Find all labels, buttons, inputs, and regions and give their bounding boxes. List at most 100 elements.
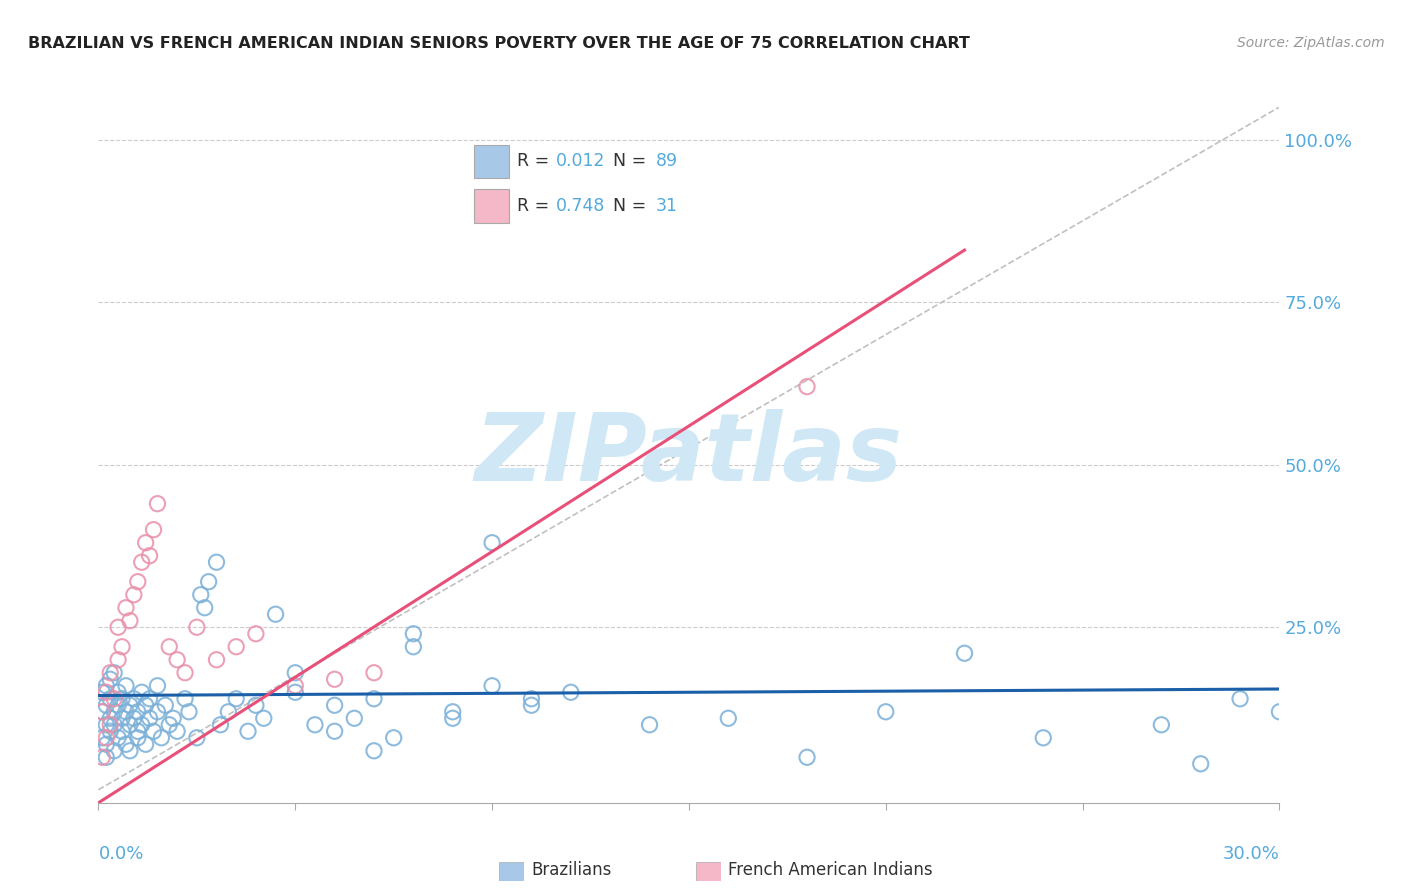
Text: Brazilians: Brazilians [531,861,612,879]
Point [107,653,129,667]
Point [138,691,160,706]
Point [127,724,149,739]
Point [953,646,976,660]
Point [146,705,169,719]
Point [127,574,149,589]
Point [115,600,138,615]
Point [343,711,366,725]
Point [115,737,138,751]
Text: Source: ZipAtlas.com: Source: ZipAtlas.com [1237,36,1385,50]
Point [138,711,160,725]
Text: ZIPatlas: ZIPatlas [475,409,903,501]
Point [103,705,125,719]
Point [796,379,818,393]
Point [481,679,503,693]
Point [1229,691,1251,706]
Point [98,724,121,739]
Point [157,718,180,732]
Text: 0.0%: 0.0% [98,845,143,863]
Point [304,718,326,732]
Point [135,737,157,751]
Point [162,711,184,725]
Point [98,665,121,680]
Point [157,640,180,654]
Point [115,705,138,719]
Point [323,672,346,686]
Point [717,711,740,725]
Point [118,744,141,758]
Point [284,679,307,693]
Point [96,679,118,693]
Point [245,626,267,640]
Point [96,737,118,751]
Point [174,665,197,680]
Point [194,600,217,615]
Text: R =: R = [516,153,554,170]
Point [131,718,153,732]
Point [98,691,121,706]
Point [284,665,307,680]
Point [131,685,153,699]
Point [190,588,212,602]
Point [253,711,276,725]
Text: BRAZILIAN VS FRENCH AMERICAN INDIAN SENIORS POVERTY OVER THE AGE OF 75 CORRELATI: BRAZILIAN VS FRENCH AMERICAN INDIAN SENI… [28,36,970,51]
Point [135,535,157,549]
Point [111,711,134,725]
Point [166,724,188,739]
Text: N =: N = [613,197,647,215]
Point [363,744,385,758]
Point [205,555,228,569]
Point [875,705,897,719]
Point [441,711,464,725]
Point [135,698,157,713]
Point [363,691,385,706]
Text: 89: 89 [655,153,678,170]
Point [103,665,125,680]
Point [520,698,543,713]
Point [91,705,114,719]
Bar [474,189,509,222]
Point [96,685,118,699]
Point [560,685,582,699]
Point [225,691,247,706]
Point [174,691,197,706]
Point [284,685,307,699]
Point [103,718,125,732]
Point [382,731,405,745]
Point [142,724,165,739]
Point [150,731,173,745]
Point [363,665,385,680]
Point [138,549,160,563]
Point [146,497,169,511]
Point [115,679,138,693]
Point [323,724,346,739]
Point [118,698,141,713]
Point [205,653,228,667]
Point [186,620,208,634]
Point [127,731,149,745]
Point [118,718,141,732]
Point [638,718,661,732]
Point [186,731,208,745]
Point [245,698,267,713]
Point [796,750,818,764]
Point [197,574,219,589]
Text: R =: R = [516,197,554,215]
Point [98,672,121,686]
Point [96,731,118,745]
Point [103,744,125,758]
Point [98,718,121,732]
Point [481,535,503,549]
Point [146,679,169,693]
Point [111,691,134,706]
Point [131,555,153,569]
Point [98,711,121,725]
Point [441,705,464,719]
Point [122,588,145,602]
Point [103,691,125,706]
Point [96,750,118,764]
Point [96,718,118,732]
Point [225,640,247,654]
Bar [474,145,509,178]
Point [111,640,134,654]
